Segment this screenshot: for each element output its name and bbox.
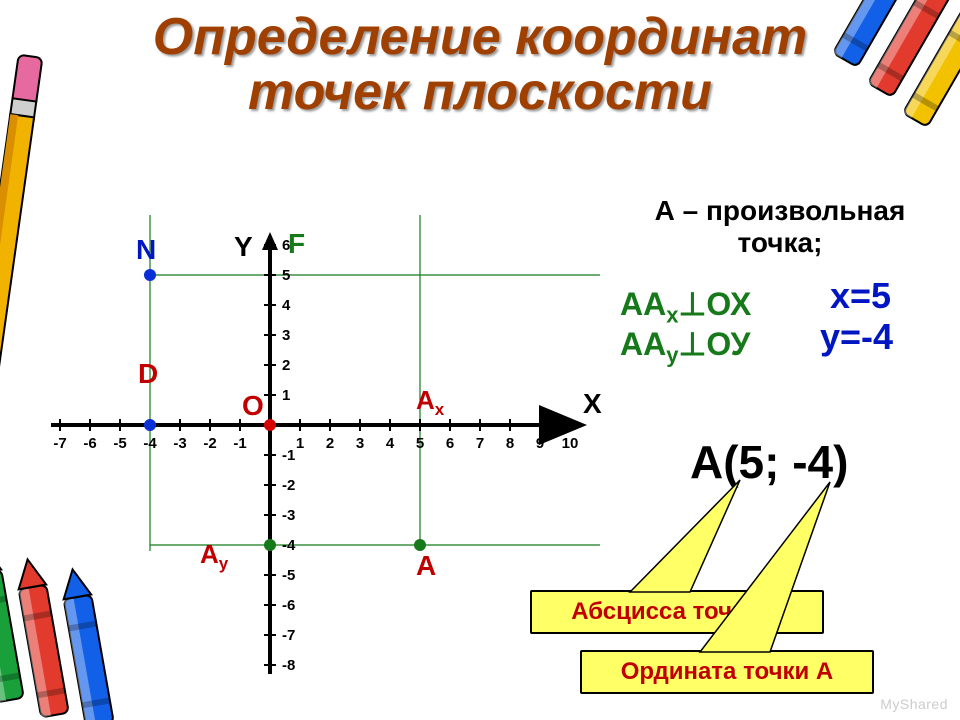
svg-text:4: 4 bbox=[282, 297, 291, 314]
svg-text:-6: -6 bbox=[282, 597, 295, 614]
svg-text:-2: -2 bbox=[282, 477, 295, 494]
svg-text:4: 4 bbox=[386, 435, 395, 452]
svg-text:-6: -6 bbox=[83, 435, 96, 452]
svg-text:6: 6 bbox=[446, 435, 454, 452]
svg-text:8: 8 bbox=[506, 435, 514, 452]
svg-text:-3: -3 bbox=[173, 435, 186, 452]
svg-text:-7: -7 bbox=[282, 627, 295, 644]
svg-text:N: N bbox=[136, 234, 156, 265]
svg-text:F: F bbox=[288, 228, 305, 259]
svg-text:5: 5 bbox=[416, 435, 424, 452]
svg-text:-4: -4 bbox=[143, 435, 157, 452]
svg-text:-5: -5 bbox=[113, 435, 126, 452]
svg-text:-7: -7 bbox=[53, 435, 66, 452]
svg-text:7: 7 bbox=[476, 435, 484, 452]
svg-text:9: 9 bbox=[536, 435, 544, 452]
svg-text:3: 3 bbox=[282, 327, 290, 344]
svg-text:1: 1 bbox=[296, 435, 304, 452]
svg-text:-1: -1 bbox=[233, 435, 246, 452]
svg-text:Y: Y bbox=[234, 231, 253, 262]
watermark: MyShared bbox=[880, 696, 948, 712]
svg-text:-4: -4 bbox=[282, 537, 296, 554]
svg-text:А: А bbox=[416, 550, 436, 581]
svg-text:2: 2 bbox=[326, 435, 334, 452]
svg-text:2: 2 bbox=[282, 357, 290, 374]
svg-text:О: О bbox=[242, 390, 264, 421]
svg-text:D: D bbox=[138, 358, 158, 389]
svg-text:10: 10 bbox=[562, 435, 579, 452]
svg-text:-3: -3 bbox=[282, 507, 295, 524]
svg-text:Аx: Аx bbox=[416, 385, 445, 419]
svg-text:-5: -5 bbox=[282, 567, 295, 584]
svg-text:5: 5 bbox=[282, 267, 290, 284]
svg-text:-2: -2 bbox=[203, 435, 216, 452]
svg-text:3: 3 bbox=[356, 435, 364, 452]
coordinate-chart: -7-6-5-4-3-2-112345678910-8-7-6-5-4-3-2-… bbox=[0, 0, 960, 720]
svg-text:Х: Х bbox=[583, 388, 602, 419]
svg-text:-1: -1 bbox=[282, 447, 295, 464]
svg-text:Ау: Ау bbox=[200, 539, 229, 573]
svg-text:1: 1 bbox=[282, 387, 290, 404]
svg-text:-8: -8 bbox=[282, 657, 295, 674]
